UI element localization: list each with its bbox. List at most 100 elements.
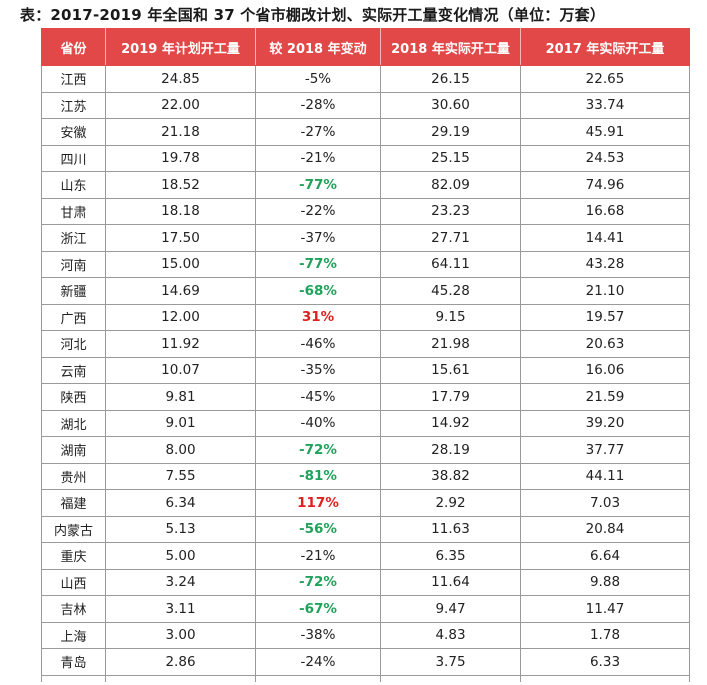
- cell-change: 31%: [255, 303, 381, 331]
- cell-actual-2018: 14.92: [380, 409, 521, 437]
- cell-change: -46%: [255, 330, 381, 358]
- cell-actual-2018: 11.63: [380, 515, 521, 543]
- cell-empty: [41, 674, 106, 682]
- cell-change: -56%: [255, 515, 381, 543]
- table-row: 内蒙古 5.13 -56% 11.63 20.84: [41, 515, 690, 543]
- cell-change: -77%: [255, 171, 381, 199]
- cell-change: -37%: [255, 224, 381, 252]
- cell-actual-2018: 6.35: [380, 542, 521, 570]
- cell-change: -35%: [255, 356, 381, 384]
- cell-plan-2019: 24.85: [105, 65, 256, 93]
- table-row: 福建 6.34 117% 2.92 7.03: [41, 489, 690, 517]
- table-row: 青岛 2.86 -24% 3.75 6.33: [41, 648, 690, 676]
- table-title: 表：2017-2019 年全国和 37 个省市棚改计划、实际开工量变化情况（单位…: [20, 6, 606, 24]
- table-row: 江西 24.85 -5% 26.15 22.65: [41, 65, 690, 93]
- cell-plan-2019: 17.50: [105, 224, 256, 252]
- cell-actual-2018: 3.75: [380, 648, 521, 676]
- header-row: 省份 2019 年计划开工量 较 2018 年变动 2018 年实际开工量 20…: [41, 28, 690, 66]
- data-table: 省份 2019 年计划开工量 较 2018 年变动 2018 年实际开工量 20…: [41, 28, 690, 682]
- cell-change: -77%: [255, 250, 381, 278]
- cell-change: -67%: [255, 595, 381, 623]
- cell-change: -38%: [255, 621, 381, 649]
- cell-province: 福建: [41, 489, 106, 517]
- cell-province: 青岛: [41, 648, 106, 676]
- table-row: 安徽 21.18 -27% 29.19 45.91: [41, 118, 690, 146]
- cell-actual-2017: 43.28: [520, 250, 690, 278]
- cell-province: 内蒙古: [41, 515, 106, 543]
- cell-actual-2017: 11.47: [520, 595, 690, 623]
- cell-actual-2017: 19.57: [520, 303, 690, 331]
- cell-actual-2017: 33.74: [520, 91, 690, 119]
- cell-actual-2018: 2.92: [380, 489, 521, 517]
- cell-plan-2019: 11.92: [105, 330, 256, 358]
- cell-plan-2019: 9.01: [105, 409, 256, 437]
- cell-change: -21%: [255, 542, 381, 570]
- cell-actual-2018: 25.15: [380, 144, 521, 172]
- cell-change: -72%: [255, 436, 381, 464]
- table-row: 贵州 7.55 -81% 38.82 44.11: [41, 462, 690, 490]
- cell-change: -27%: [255, 118, 381, 146]
- cell-plan-2019: 19.78: [105, 144, 256, 172]
- table-header: 省份 2019 年计划开工量 较 2018 年变动 2018 年实际开工量 20…: [41, 28, 690, 66]
- cell-plan-2019: 15.00: [105, 250, 256, 278]
- table-row: 吉林 3.11 -67% 9.47 11.47: [41, 595, 690, 623]
- cell-actual-2018: 82.09: [380, 171, 521, 199]
- cell-actual-2018: 23.23: [380, 197, 521, 225]
- table-row-cutoff: [41, 674, 690, 682]
- cell-plan-2019: 3.24: [105, 568, 256, 596]
- cell-province: 湖南: [41, 436, 106, 464]
- cell-province: 安徽: [41, 118, 106, 146]
- cell-province: 浙江: [41, 224, 106, 252]
- cell-actual-2018: 28.19: [380, 436, 521, 464]
- cell-change: -72%: [255, 568, 381, 596]
- table-row: 湖南 8.00 -72% 28.19 37.77: [41, 436, 690, 464]
- cell-empty: [105, 674, 256, 682]
- cell-actual-2018: 26.15: [380, 65, 521, 93]
- cell-province: 重庆: [41, 542, 106, 570]
- cell-plan-2019: 22.00: [105, 91, 256, 119]
- cell-actual-2017: 6.64: [520, 542, 690, 570]
- cell-change: -24%: [255, 648, 381, 676]
- cell-actual-2017: 9.88: [520, 568, 690, 596]
- table-row: 山西 3.24 -72% 11.64 9.88: [41, 568, 690, 596]
- table-row: 浙江 17.50 -37% 27.71 14.41: [41, 224, 690, 252]
- cell-change: -81%: [255, 462, 381, 490]
- cell-province: 新疆: [41, 277, 106, 305]
- cell-actual-2017: 7.03: [520, 489, 690, 517]
- cell-actual-2018: 9.47: [380, 595, 521, 623]
- cell-plan-2019: 3.00: [105, 621, 256, 649]
- table-row: 湖北 9.01 -40% 14.92 39.20: [41, 409, 690, 437]
- cell-plan-2019: 6.34: [105, 489, 256, 517]
- table-row: 山东 18.52 -77% 82.09 74.96: [41, 171, 690, 199]
- cell-actual-2018: 64.11: [380, 250, 521, 278]
- cell-plan-2019: 10.07: [105, 356, 256, 384]
- table-row: 河南 15.00 -77% 64.11 43.28: [41, 250, 690, 278]
- cell-actual-2018: 9.15: [380, 303, 521, 331]
- cell-province: 甘肃: [41, 197, 106, 225]
- cell-actual-2017: 74.96: [520, 171, 690, 199]
- cell-actual-2017: 16.06: [520, 356, 690, 384]
- table-row: 重庆 5.00 -21% 6.35 6.64: [41, 542, 690, 570]
- header-province: 省份: [41, 28, 106, 66]
- cell-province: 山西: [41, 568, 106, 596]
- cell-change: -45%: [255, 383, 381, 411]
- table-row: 陕西 9.81 -45% 17.79 21.59: [41, 383, 690, 411]
- cell-actual-2017: 24.53: [520, 144, 690, 172]
- header-actual-2017: 2017 年实际开工量: [520, 28, 690, 66]
- cell-plan-2019: 5.00: [105, 542, 256, 570]
- header-change-vs-2018: 较 2018 年变动: [255, 28, 381, 66]
- table-row: 甘肃 18.18 -22% 23.23 16.68: [41, 197, 690, 225]
- cell-change: 117%: [255, 489, 381, 517]
- table-row: 云南 10.07 -35% 15.61 16.06: [41, 356, 690, 384]
- cell-change: -21%: [255, 144, 381, 172]
- cell-change: -68%: [255, 277, 381, 305]
- header-plan-2019: 2019 年计划开工量: [105, 28, 256, 66]
- cell-actual-2017: 22.65: [520, 65, 690, 93]
- cell-actual-2018: 4.83: [380, 621, 521, 649]
- cell-plan-2019: 5.13: [105, 515, 256, 543]
- cell-actual-2017: 1.78: [520, 621, 690, 649]
- cell-province: 上海: [41, 621, 106, 649]
- cell-actual-2017: 37.77: [520, 436, 690, 464]
- cell-province: 河北: [41, 330, 106, 358]
